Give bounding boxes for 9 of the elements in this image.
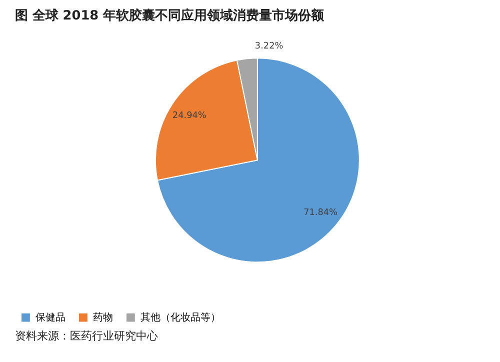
data-label: 3.22% — [254, 41, 284, 52]
legend-label: 药物 — [93, 312, 114, 324]
data-label: 24.94% — [172, 111, 206, 122]
chart-title: 图 全球 2018 年软胶囊不同应用领域消费量市场份额 — [14, 8, 326, 24]
legend-label: 保健品 — [36, 312, 66, 324]
pie-slice — [156, 58, 360, 263]
text: 资料来源：医药行业研究中心 — [14, 329, 158, 342]
data-label: 71.84% — [304, 208, 338, 218]
legend-label: 其他（化妆品等） — [140, 312, 221, 324]
